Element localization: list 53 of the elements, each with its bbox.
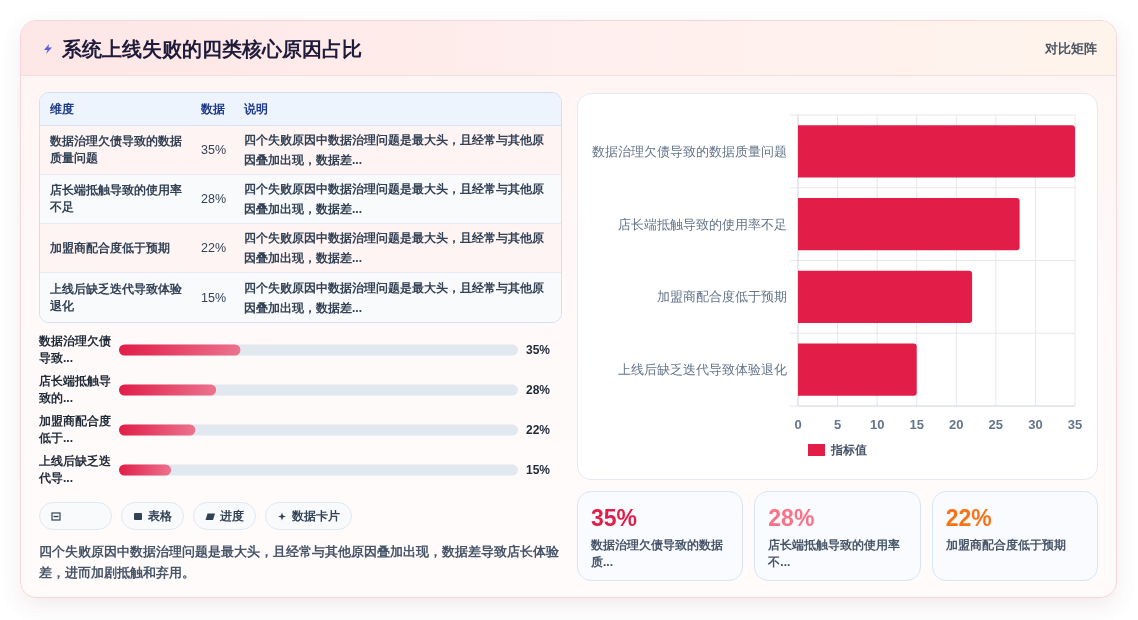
- bar: [798, 270, 973, 324]
- x-tick-label: 30: [1028, 416, 1043, 432]
- category-label: 加盟商配合度低于预期: [50, 239, 170, 257]
- text: 28%: [768, 505, 815, 531]
- text: 四个失败原因中数据治理问题是最大头，且经常与其他原因叠加出现，数据差...: [244, 132, 545, 169]
- x-tick-label: 35: [1067, 416, 1083, 432]
- data-label: 15%: [526, 462, 551, 478]
- x-tick-label: 0: [794, 416, 802, 432]
- x-tick-label: 5: [833, 416, 842, 432]
- text: 对比矩阵: [1045, 40, 1097, 58]
- bar: [798, 125, 1075, 178]
- data-label: 28%: [526, 382, 551, 398]
- y-tick-label: 上线后缺乏迭代导致体验退化: [618, 362, 787, 378]
- y-tick-label: 加盟商配合度低于...: [39, 413, 112, 447]
- text: 22%: [201, 241, 227, 255]
- text: 15%: [201, 290, 227, 305]
- text: 22%: [945, 505, 992, 531]
- category-label: 数据治理欠债导致的数据质...: [591, 537, 724, 571]
- x-tick-label: 15: [909, 416, 924, 432]
- text: 四个失败原因中数据治理问题是最大头，且经常与其他原因叠加出现，数据差...: [244, 230, 545, 267]
- x-tick-label: 10: [869, 416, 885, 432]
- text: 四个失败原因中数据治理问题是最大头，且经常与其他原因叠加出现，数据差...: [244, 181, 545, 218]
- category-label: 店长端抵触导致的使用率不...: [768, 537, 902, 571]
- text: 系统上线失败的四类核心原因占比: [62, 37, 362, 62]
- legend-label: 指标值: [830, 443, 867, 457]
- y-tick-label: 数据治理欠债导致的数据质量问题: [592, 143, 787, 159]
- bar: [798, 197, 1020, 251]
- bar: [119, 464, 172, 476]
- y-tick-label: 店长端抵触导致的...: [39, 373, 112, 407]
- bar: [798, 343, 917, 396]
- y-tick-label: 上线后缺乏迭代导...: [39, 453, 112, 487]
- y-tick-label: 数据治理欠债导致...: [39, 333, 112, 367]
- text: 维度: [50, 101, 74, 118]
- bar: [119, 424, 196, 436]
- text: 四个失败原因中数据治理问题是最大头，且经常与其他原因叠加出现，数据差...: [244, 279, 545, 317]
- y-tick-label: 加盟商配合度低于预期: [657, 289, 787, 305]
- text: 数据: [201, 101, 225, 118]
- text: 数据卡片: [292, 508, 340, 524]
- text: 28%: [201, 192, 227, 206]
- bar: [119, 384, 217, 396]
- text: 表格: [148, 508, 172, 524]
- x-tick-label: 20: [949, 416, 964, 432]
- x-tick-label: 25: [988, 416, 1004, 432]
- data-label: 35%: [526, 342, 551, 358]
- text: 说明: [244, 101, 268, 118]
- category-label: 加盟商配合度低于预期: [945, 537, 1067, 554]
- text: 35%: [201, 143, 227, 157]
- y-tick-label: 店长端抵触导致的使用率不足: [618, 216, 787, 232]
- text: 35%: [591, 505, 638, 531]
- text: 进度: [220, 508, 244, 524]
- data-label: 22%: [526, 422, 551, 438]
- text: 四个失败原因中数据治理问题是最大头，且经常与其他原因叠加出现，数据差导致店长体验差，进而加剧抵触和弃用。: [39, 543, 560, 582]
- bar: [119, 344, 241, 356]
